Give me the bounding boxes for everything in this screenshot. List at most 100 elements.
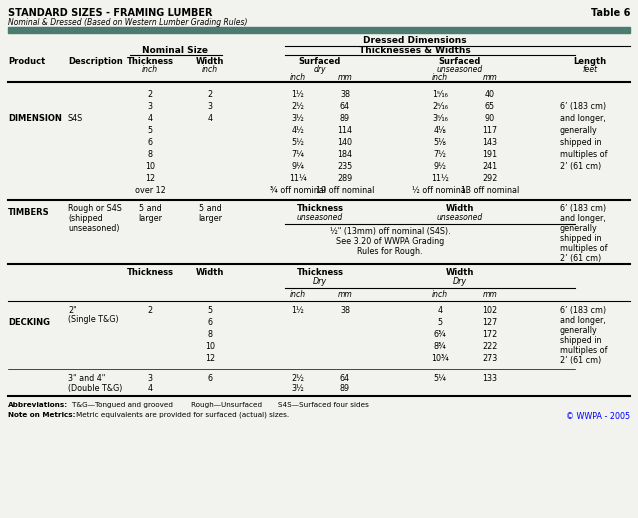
Text: multiples of: multiples of — [560, 244, 607, 253]
Text: 5: 5 — [207, 306, 212, 315]
Text: Surfaced: Surfaced — [299, 57, 341, 66]
Text: 117: 117 — [482, 126, 498, 135]
Text: 13 off nominal: 13 off nominal — [461, 186, 519, 195]
Text: 10: 10 — [145, 162, 155, 171]
Text: inch: inch — [432, 290, 448, 299]
Text: 8: 8 — [147, 150, 152, 159]
Text: 11½: 11½ — [431, 174, 449, 183]
Text: Nominal & Dressed (Based on Western Lumber Grading Rules): Nominal & Dressed (Based on Western Lumb… — [8, 18, 248, 27]
Text: Dry: Dry — [313, 277, 327, 286]
Text: 6’ (183 cm): 6’ (183 cm) — [560, 306, 606, 315]
Text: 8: 8 — [207, 330, 212, 339]
Bar — [8, 27, 630, 33]
Text: 4: 4 — [207, 114, 212, 123]
Text: 90: 90 — [485, 114, 495, 123]
Text: 143: 143 — [482, 138, 498, 147]
Text: 6: 6 — [147, 138, 152, 147]
Text: 11¼: 11¼ — [289, 174, 307, 183]
Text: (shipped: (shipped — [68, 214, 103, 223]
Text: inch: inch — [432, 73, 448, 82]
Text: 2": 2" — [68, 306, 77, 315]
Text: 8¾: 8¾ — [434, 342, 447, 351]
Text: 6: 6 — [207, 374, 212, 383]
Text: Description: Description — [68, 57, 122, 66]
Text: 6’ (183 cm): 6’ (183 cm) — [560, 204, 606, 213]
Text: generally: generally — [560, 326, 598, 335]
Text: TIMBERS: TIMBERS — [8, 208, 50, 217]
Text: Width: Width — [446, 268, 474, 277]
Text: 2⁵⁄₁₆: 2⁵⁄₁₆ — [432, 102, 448, 111]
Text: multiples of: multiples of — [560, 346, 607, 355]
Text: 5: 5 — [438, 318, 443, 327]
Text: generally: generally — [560, 224, 598, 233]
Text: 1⁵⁄₁₆: 1⁵⁄₁₆ — [432, 90, 448, 99]
Text: (Double T&G): (Double T&G) — [68, 384, 122, 393]
Text: 102: 102 — [482, 306, 498, 315]
Text: Dry: Dry — [453, 277, 467, 286]
Text: 4: 4 — [147, 384, 152, 393]
Text: 5 and: 5 and — [138, 204, 161, 213]
Text: Abbreviations:: Abbreviations: — [8, 402, 68, 408]
Text: 191: 191 — [482, 150, 498, 159]
Text: inch: inch — [202, 65, 218, 74]
Text: 3½: 3½ — [292, 384, 304, 393]
Text: shipped in: shipped in — [560, 138, 602, 147]
Text: inch: inch — [290, 290, 306, 299]
Text: 6: 6 — [207, 318, 212, 327]
Text: shipped in: shipped in — [560, 234, 602, 243]
Text: See 3.20 of WWPA Grading: See 3.20 of WWPA Grading — [336, 237, 444, 246]
Text: S4S: S4S — [68, 114, 83, 123]
Text: Surfaced: Surfaced — [439, 57, 481, 66]
Text: Width: Width — [196, 268, 224, 277]
Text: 4½: 4½ — [292, 126, 304, 135]
Text: 3" and 4": 3" and 4" — [68, 374, 105, 383]
Text: 184: 184 — [338, 150, 353, 159]
Text: mm: mm — [338, 290, 352, 299]
Text: feet: feet — [582, 65, 598, 74]
Text: 3½: 3½ — [292, 114, 304, 123]
Text: DECKING: DECKING — [8, 318, 50, 327]
Text: unseasoned: unseasoned — [437, 213, 483, 222]
Text: generally: generally — [560, 126, 598, 135]
Text: 12: 12 — [145, 174, 155, 183]
Text: 64: 64 — [340, 102, 350, 111]
Text: 6’ (183 cm): 6’ (183 cm) — [560, 102, 606, 111]
Text: Note on Metrics:: Note on Metrics: — [8, 412, 75, 418]
Text: 10¾: 10¾ — [431, 354, 449, 363]
Text: 10: 10 — [205, 342, 215, 351]
Text: dry: dry — [314, 65, 326, 74]
Text: 7½: 7½ — [434, 150, 447, 159]
Text: mm: mm — [482, 73, 498, 82]
Text: 114: 114 — [338, 126, 353, 135]
Text: unseasoned: unseasoned — [437, 65, 483, 74]
Text: 3: 3 — [147, 374, 152, 383]
Text: Product: Product — [8, 57, 45, 66]
Text: Table 6: Table 6 — [591, 8, 630, 18]
Text: ½ off nominal: ½ off nominal — [412, 186, 468, 195]
Text: inch: inch — [290, 73, 306, 82]
Text: Width: Width — [196, 57, 224, 66]
Text: 89: 89 — [340, 114, 350, 123]
Text: 3⁵⁄₁₆: 3⁵⁄₁₆ — [432, 114, 448, 123]
Text: 5⅛: 5⅛ — [434, 138, 447, 147]
Text: mm: mm — [338, 73, 352, 82]
Text: 222: 222 — [482, 342, 498, 351]
Text: Nominal Size: Nominal Size — [142, 46, 208, 55]
Text: shipped in: shipped in — [560, 336, 602, 345]
Text: 292: 292 — [482, 174, 498, 183]
Text: 273: 273 — [482, 354, 498, 363]
Text: and longer,: and longer, — [560, 214, 605, 223]
Text: 1½: 1½ — [292, 90, 304, 99]
Text: ¾ off nominal: ¾ off nominal — [270, 186, 326, 195]
Text: Rules for Rough.: Rules for Rough. — [357, 247, 423, 256]
Text: 38: 38 — [340, 306, 350, 315]
Text: Thickness: Thickness — [126, 57, 174, 66]
Text: Thickness: Thickness — [126, 268, 174, 277]
Text: multiples of: multiples of — [560, 150, 607, 159]
Text: T&G—Tongued and grooved        Rough—Unsurfaced       S4S—Surfaced four sides: T&G—Tongued and grooved Rough—Unsurfaced… — [72, 402, 369, 408]
Text: larger: larger — [198, 214, 222, 223]
Text: 5: 5 — [147, 126, 152, 135]
Text: ½" (13mm) off nominal (S4S).: ½" (13mm) off nominal (S4S). — [330, 227, 450, 236]
Text: Metric equivalents are provided for surfaced (actual) sizes.: Metric equivalents are provided for surf… — [76, 412, 289, 419]
Text: 9¼: 9¼ — [292, 162, 304, 171]
